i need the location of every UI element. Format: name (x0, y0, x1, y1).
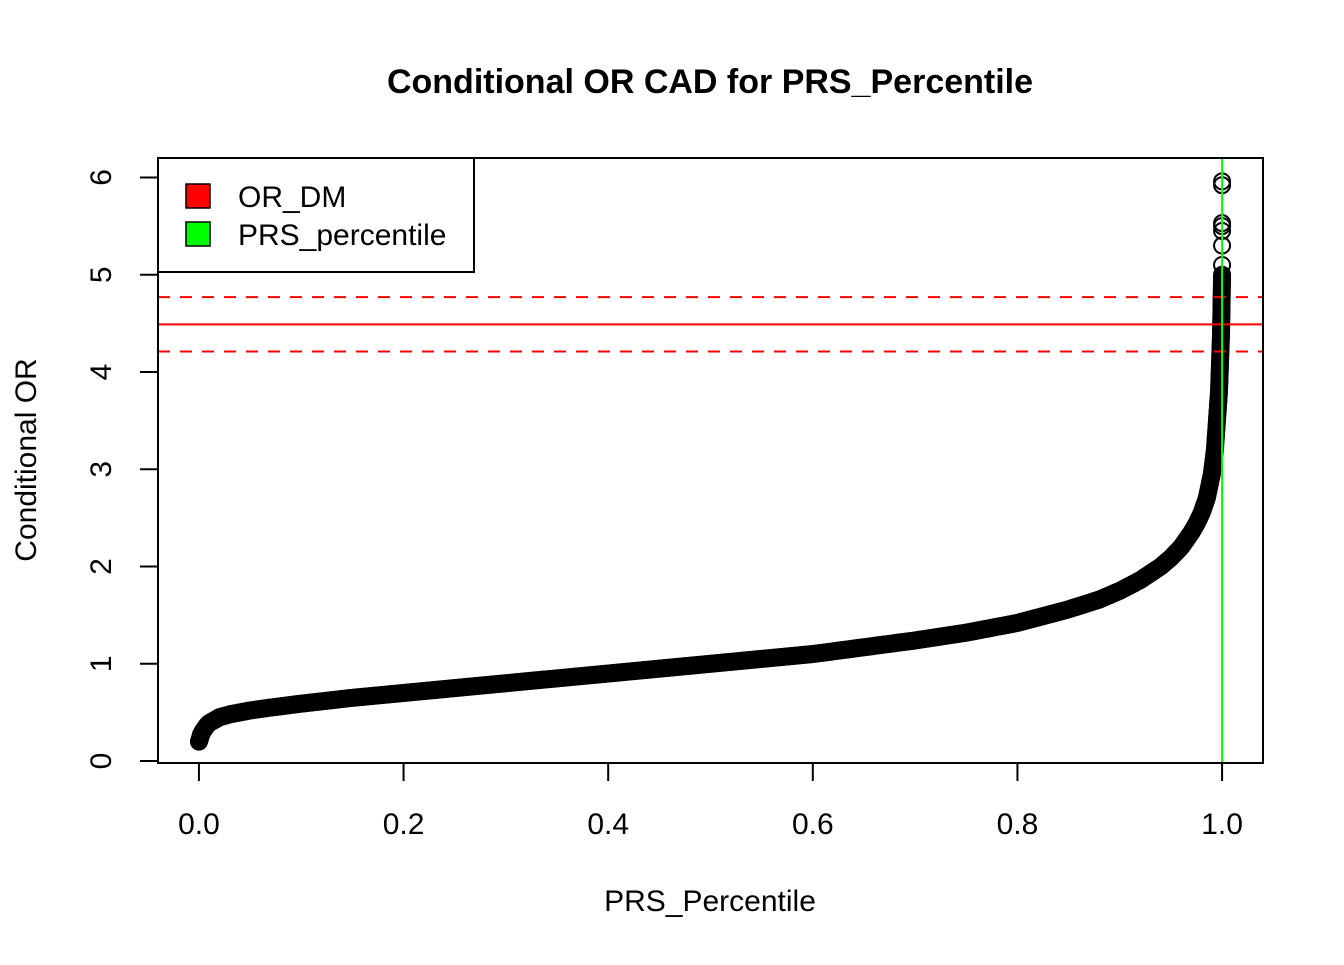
y-tick-label: 3 (85, 461, 118, 478)
y-tick-label: 2 (85, 558, 118, 575)
legend-box (157, 157, 475, 273)
x-tick-label: 0.6 (792, 808, 834, 841)
plot-frame (157, 157, 1264, 764)
x-tick-label: 0.2 (383, 808, 425, 841)
legend: OR_DM PRS_percentile (157, 157, 475, 273)
y-tick-label: 6 (85, 169, 118, 186)
legend-label-or-dm: OR_DM (238, 181, 346, 214)
x-tick-label: 0.8 (997, 808, 1039, 841)
chart-title: Conditional OR CAD for PRS_Percentile (387, 63, 1033, 101)
legend-swatch-prs-percentile (185, 221, 211, 247)
x-tick-label: 1.0 (1201, 808, 1243, 841)
reference-lines (158, 158, 1263, 763)
y-tick-label: 0 (85, 753, 118, 770)
legend-swatch-or-dm (185, 183, 211, 209)
x-axis-label: PRS_Percentile (604, 885, 816, 918)
x-tick-label: 0.0 (178, 808, 220, 841)
legend-label-prs-percentile: PRS_percentile (238, 219, 446, 252)
y-axis-label: Conditional OR (10, 358, 43, 561)
x-tick-label: 0.4 (587, 808, 629, 841)
plot-layer (189, 172, 1232, 751)
y-tick-label: 1 (85, 655, 118, 672)
y-tick-label: 5 (85, 266, 118, 283)
y-tick-label: 4 (85, 364, 118, 381)
